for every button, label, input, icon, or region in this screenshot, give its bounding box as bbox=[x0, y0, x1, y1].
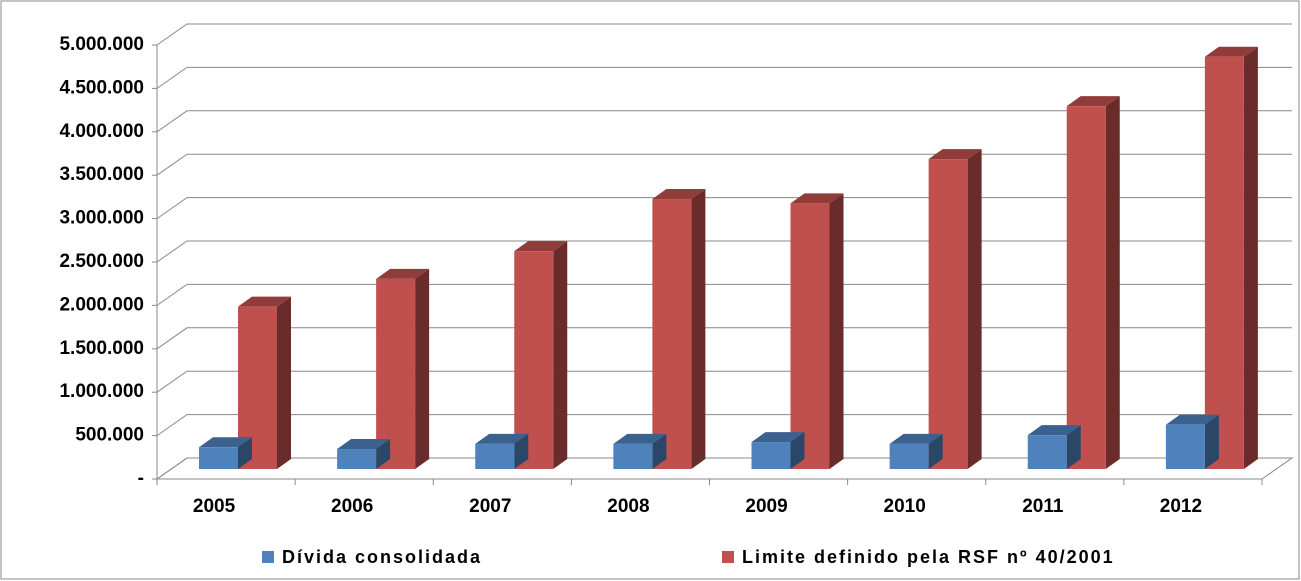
y-tick-label: 500.000 bbox=[75, 425, 144, 446]
legend-swatch bbox=[722, 551, 734, 563]
bar-top bbox=[514, 241, 568, 252]
x-tick-label: 2009 bbox=[745, 496, 787, 517]
x-tick-label: 2010 bbox=[884, 496, 926, 517]
bar-side bbox=[376, 439, 391, 469]
bar bbox=[1066, 106, 1106, 470]
bar bbox=[889, 443, 929, 469]
x-tick-label: 2011 bbox=[1022, 496, 1064, 517]
bar-top bbox=[337, 439, 391, 450]
y-tick-label: 1.500.000 bbox=[59, 338, 144, 359]
y-tick-label: 3.000.000 bbox=[59, 208, 144, 229]
y-tick-label: 3.500.000 bbox=[59, 164, 144, 185]
bar-top bbox=[790, 193, 844, 204]
grid-line bbox=[156, 110, 1292, 133]
x-tick-label: 2008 bbox=[607, 496, 649, 517]
bar-side bbox=[691, 189, 706, 469]
bar bbox=[337, 449, 377, 469]
x-tick-label: 2007 bbox=[469, 496, 511, 517]
bar-side bbox=[514, 433, 529, 469]
bar-top bbox=[199, 437, 252, 448]
y-tick-label: 5.000.000 bbox=[59, 34, 144, 55]
legend-swatch bbox=[262, 551, 274, 563]
bar-side bbox=[652, 433, 667, 469]
bar-top bbox=[1027, 425, 1081, 436]
bar-side bbox=[277, 296, 291, 469]
x-tick-label: 2012 bbox=[1160, 496, 1202, 517]
bar-top bbox=[751, 432, 805, 443]
bar bbox=[652, 199, 692, 469]
bar bbox=[199, 447, 238, 469]
grid-line bbox=[156, 240, 1292, 263]
bar bbox=[1027, 435, 1067, 469]
bar bbox=[1204, 56, 1244, 469]
bar-top bbox=[1204, 46, 1258, 57]
bar-top bbox=[475, 433, 529, 444]
bar-top bbox=[889, 433, 943, 444]
y-tick-label: 1.000.000 bbox=[59, 381, 144, 402]
grid-line bbox=[156, 370, 1292, 393]
y-tick-label: 4.000.000 bbox=[59, 121, 144, 142]
bar-side bbox=[967, 149, 982, 469]
bar-top bbox=[613, 433, 667, 444]
bar bbox=[613, 443, 653, 469]
grid-line bbox=[156, 327, 1292, 350]
grid-line bbox=[156, 23, 1292, 46]
x-tick-label: 2005 bbox=[193, 496, 236, 517]
grid-line bbox=[156, 283, 1292, 306]
legend-label: Dívida consolidada bbox=[282, 547, 482, 567]
y-tick-label: - bbox=[138, 468, 144, 489]
bar bbox=[376, 278, 416, 469]
bar bbox=[475, 443, 515, 469]
y-tick-label: 2.000.000 bbox=[59, 294, 144, 315]
grid-line bbox=[156, 153, 1292, 176]
y-tick-label: 4.500.000 bbox=[59, 77, 144, 98]
bar-side bbox=[238, 437, 252, 469]
grid-line bbox=[156, 197, 1292, 220]
bar-top bbox=[376, 268, 430, 279]
grid-line bbox=[156, 414, 1292, 437]
bar-top bbox=[652, 189, 706, 200]
bar bbox=[514, 251, 554, 469]
bar-top bbox=[928, 149, 982, 160]
bar bbox=[1165, 424, 1205, 469]
bar-top bbox=[1066, 96, 1120, 107]
bar-side bbox=[1204, 414, 1219, 469]
bar bbox=[790, 203, 830, 469]
bar-side bbox=[790, 432, 805, 469]
legend-label: Limite definido pela RSF nº 40/2001 bbox=[742, 547, 1115, 567]
bar bbox=[751, 442, 791, 469]
bar-top bbox=[1165, 414, 1219, 425]
bar-side bbox=[829, 193, 844, 469]
x-tick-label: 2006 bbox=[331, 496, 373, 517]
bar-side bbox=[1066, 425, 1081, 469]
bar-side bbox=[553, 241, 568, 469]
bar-side bbox=[1243, 46, 1258, 469]
y-tick-label: 2.500.000 bbox=[59, 251, 144, 272]
grid-line bbox=[156, 66, 1292, 89]
bar-side bbox=[415, 268, 430, 469]
bar-top bbox=[238, 296, 291, 307]
bar-side bbox=[928, 433, 943, 469]
bar-side bbox=[1105, 96, 1120, 470]
bar bbox=[928, 159, 968, 469]
